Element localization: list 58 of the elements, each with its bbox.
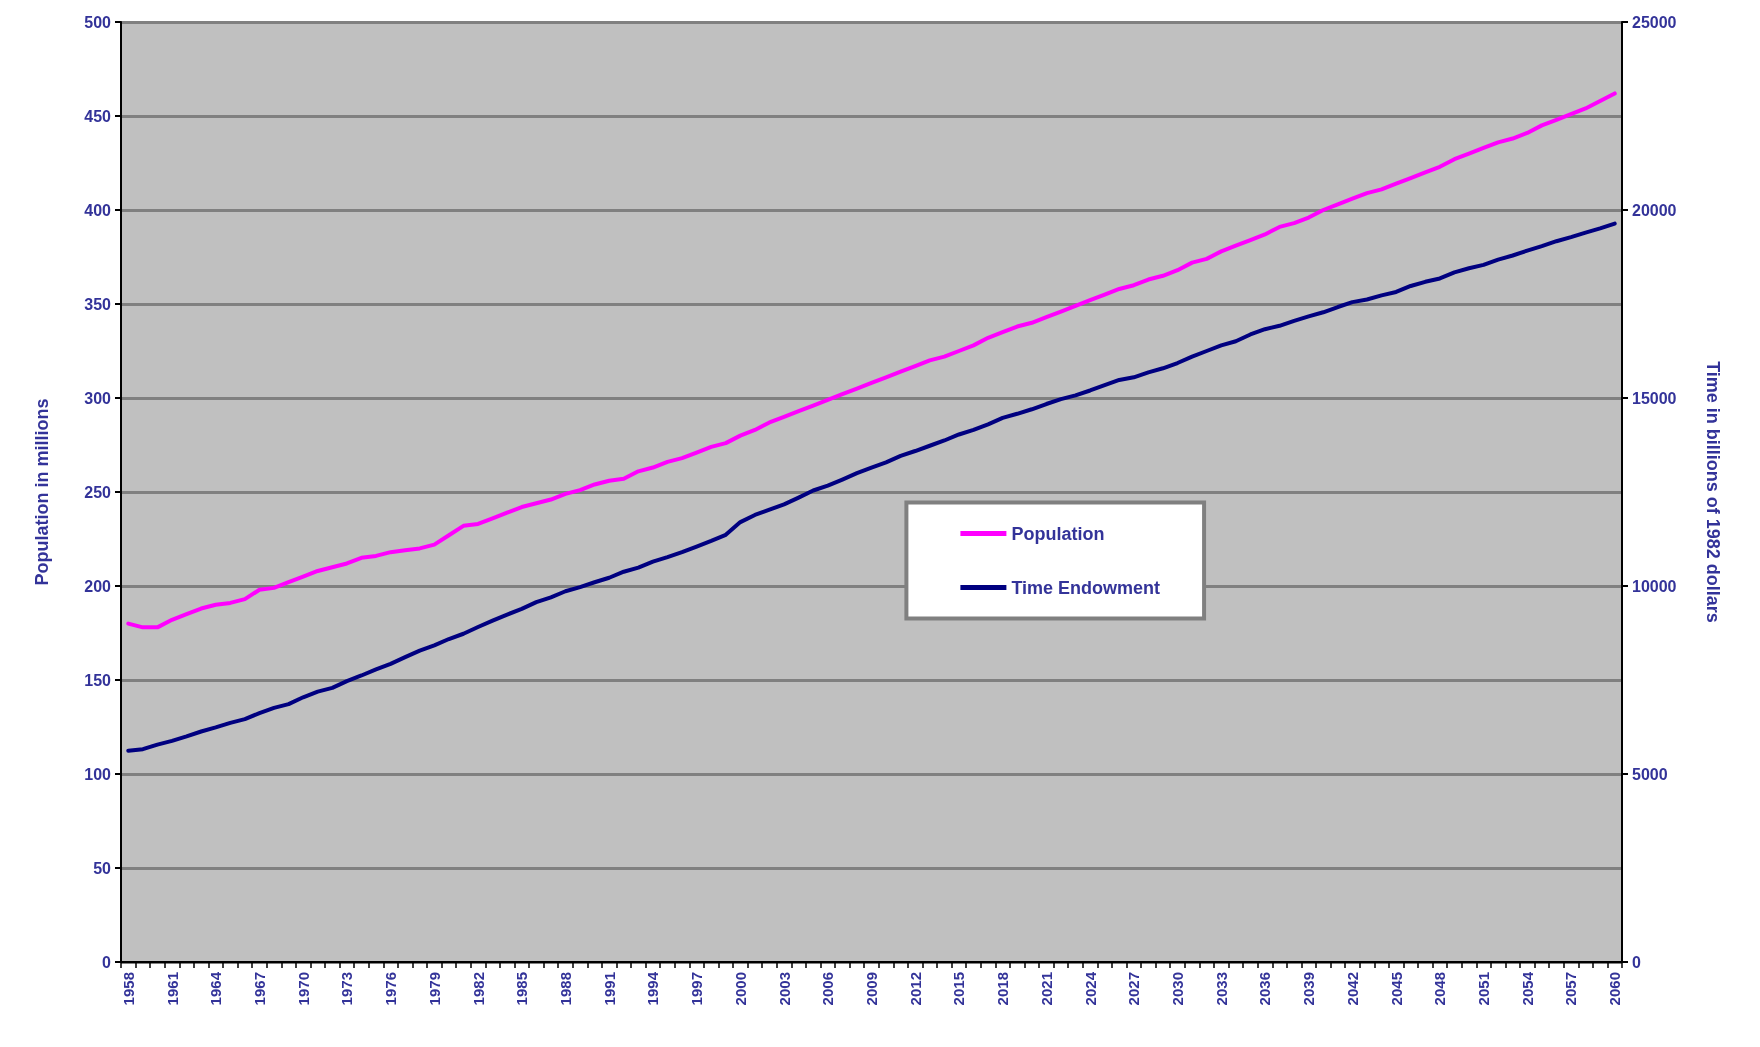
y2-tick-label: 15000 [1632, 389, 1677, 407]
x-tick-label: 2048 [1431, 972, 1449, 1006]
x-tick-label: 2027 [1125, 972, 1143, 1006]
y-tick-label: 50 [93, 859, 112, 877]
y-axis-title: Population in millions [32, 398, 52, 586]
y-tick-label: 0 [102, 953, 112, 971]
x-tick-label: 2030 [1169, 972, 1187, 1006]
line-series [126, 221, 1617, 753]
y-tick-label: 350 [84, 295, 112, 313]
y-tick-label: 500 [84, 13, 112, 31]
x-tick-label: 2024 [1081, 971, 1099, 1006]
x-tick-label: 2000 [731, 972, 749, 1006]
x-tick-label: 2003 [775, 972, 793, 1006]
legend-label: Population [1011, 523, 1105, 544]
y2-tick-label: 0 [1632, 953, 1641, 971]
y-tick-label: 300 [84, 389, 112, 407]
x-tick-label: 2006 [819, 972, 837, 1006]
y-tick-label: 450 [84, 107, 112, 125]
x-tick-label: 2036 [1256, 972, 1274, 1006]
line-series [126, 91, 1617, 630]
x-tick-label: 1991 [600, 972, 618, 1006]
x-tick-label: 2054 [1518, 971, 1536, 1006]
x-tick-label: 2039 [1300, 972, 1318, 1006]
y-tick-label: 150 [84, 671, 112, 689]
y2-tick-label: 20000 [1632, 201, 1677, 219]
x-tick-label: 2057 [1562, 972, 1580, 1006]
x-tick-label: 1994 [644, 971, 662, 1006]
legend-label: Time Endowment [1011, 577, 1161, 598]
x-tick-label: 2009 [863, 972, 880, 1006]
y2-tick-label: 10000 [1632, 577, 1677, 595]
x-tick-label: 1964 [207, 971, 225, 1006]
x-tick-label: 2045 [1387, 972, 1405, 1006]
y2-tick-label: 5000 [1632, 765, 1668, 783]
x-tick-label: 1976 [382, 972, 400, 1006]
y-tick-label: 200 [84, 577, 112, 595]
x-tick-label: 2042 [1343, 972, 1361, 1006]
x-tick-label: 1961 [163, 972, 181, 1006]
x-tick-label: 1979 [425, 972, 443, 1006]
x-tick-label: 1958 [119, 972, 137, 1006]
x-tick-label: 1988 [556, 972, 574, 1006]
x-tick-label: 2033 [1212, 972, 1230, 1006]
x-tick-label: 1997 [688, 972, 706, 1006]
x-tick-label: 2018 [994, 972, 1012, 1006]
y2-axis-title: Time in billions of 1982 dollars [1703, 361, 1723, 623]
x-tick-label: 1970 [294, 972, 312, 1006]
y2-tick-label: 25000 [1632, 13, 1677, 31]
x-tick-label: 2015 [950, 972, 968, 1006]
x-tick-label: 2012 [906, 972, 924, 1006]
x-tick-label: 1985 [513, 972, 531, 1006]
x-tick-label: 2021 [1037, 972, 1055, 1006]
y-tick-label: 100 [84, 765, 112, 783]
x-tick-label: 1973 [338, 972, 356, 1006]
x-tick-label: 2051 [1475, 972, 1493, 1006]
y-tick-label: 400 [84, 201, 112, 219]
x-tick-label: 1982 [469, 972, 487, 1006]
y-tick-label: 250 [84, 483, 112, 501]
x-tick-label: 2060 [1606, 972, 1624, 1006]
x-tick-label: 1967 [250, 972, 268, 1006]
